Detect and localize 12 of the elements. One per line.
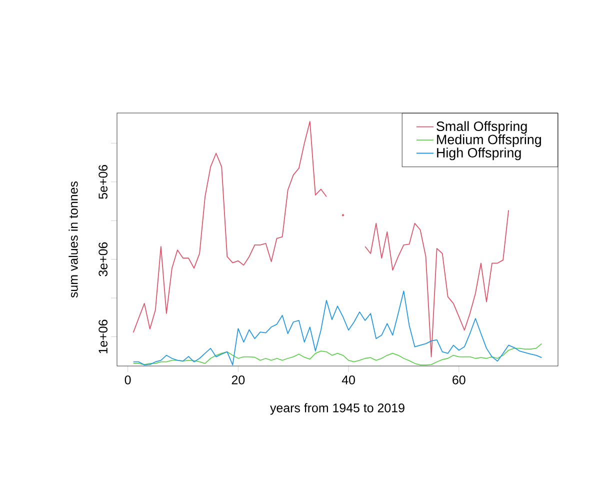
- x-axis-title: years from 1945 to 2019: [270, 403, 404, 415]
- legend-label: High Offspring: [437, 148, 521, 160]
- y-axis-title: sum values in tonnes: [68, 181, 78, 298]
- x-tick-label: 40: [342, 376, 355, 384]
- legend-label: Small Offspring: [436, 121, 527, 134]
- x-tick-label: 0: [124, 376, 131, 384]
- y-tick-label: 1e+06: [98, 320, 108, 354]
- y-tick-label: 3e+06: [98, 242, 108, 276]
- x-tick-label: 20: [232, 376, 245, 384]
- y-tick-label: 5e+06: [98, 164, 108, 199]
- legend-label: Medium Offspring: [437, 134, 541, 147]
- x-tick-label: 60: [452, 376, 466, 384]
